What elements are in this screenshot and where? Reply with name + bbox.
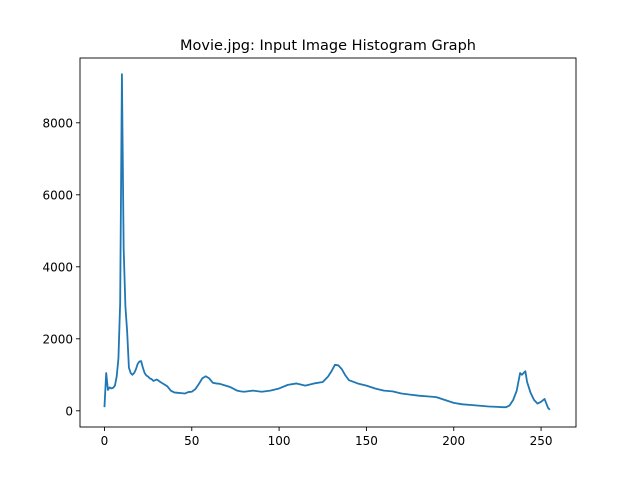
x-tick-label: 250: [530, 434, 553, 448]
x-tick-label: 100: [268, 434, 291, 448]
axes-frame: [79, 57, 577, 428]
y-tick-label: 0: [65, 404, 73, 418]
x-tick-label: 150: [355, 434, 378, 448]
x-tick-label: 50: [184, 434, 199, 448]
y-tick-label: 8000: [42, 116, 73, 130]
plot-area: [103, 73, 551, 411]
x-tick-label: 0: [101, 434, 109, 448]
y-tick-label: 4000: [42, 260, 73, 274]
y-tick-label: 2000: [42, 332, 73, 346]
series-line: [103, 73, 551, 411]
y-tick-label: 6000: [42, 188, 73, 202]
chart-title: Movie.jpg: Input Image Histogram Graph: [180, 38, 476, 54]
axes: 0 50 100 150 200 250 0 2000 4000 6000 8000: [42, 57, 577, 448]
x-tick-label: 200: [442, 434, 465, 448]
